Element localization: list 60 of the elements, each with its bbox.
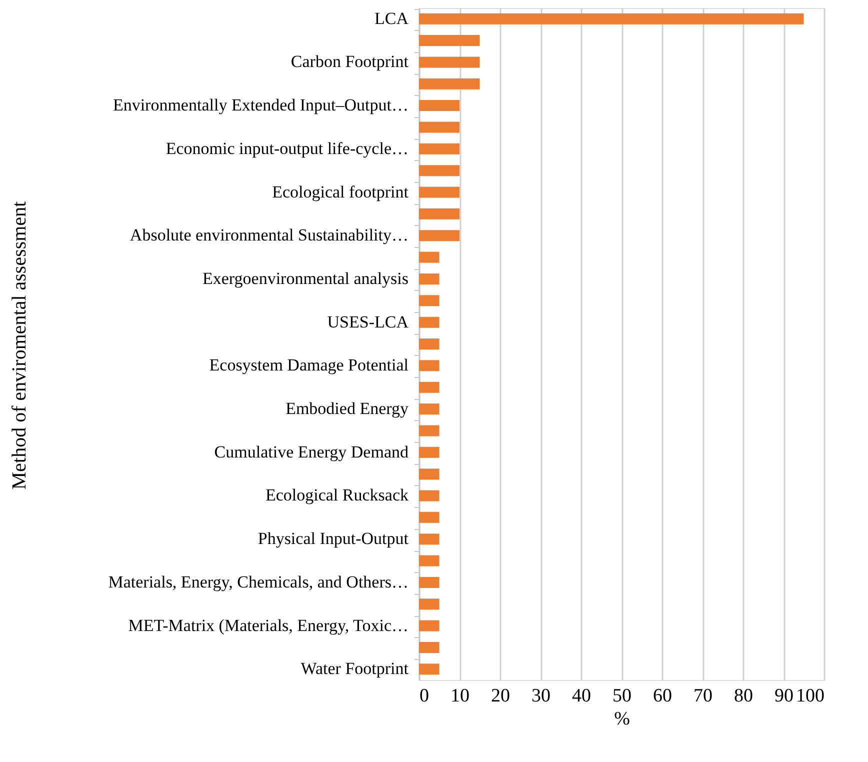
bar — [419, 230, 460, 242]
x-tick-label: 0 — [420, 686, 429, 706]
y-tick-label: Ecological Rucksack — [265, 486, 409, 505]
x-tick-label: 10 — [450, 686, 470, 706]
bar — [419, 208, 460, 220]
y-tick-label: Absolute environmental Sustainability… — [130, 226, 408, 245]
y-axis-title: Method of enviromental assessment — [8, 200, 30, 490]
bar — [419, 534, 440, 545]
x-tick-label: 70 — [694, 686, 712, 706]
bar — [419, 512, 440, 523]
bar — [419, 252, 440, 263]
x-tick-label: 30 — [532, 686, 550, 706]
bar — [419, 620, 440, 632]
bar — [419, 664, 440, 675]
bar — [419, 122, 460, 133]
bar — [419, 186, 460, 198]
y-tick-label: Carbon Footprint — [290, 52, 409, 72]
x-tick-label: 100 — [796, 686, 824, 706]
bar — [419, 143, 460, 154]
bar — [419, 295, 440, 306]
bar — [419, 576, 440, 588]
bar — [419, 273, 440, 284]
bar — [419, 555, 440, 566]
bar — [419, 100, 460, 112]
y-tick-label: Water Footprint — [300, 659, 409, 678]
bar — [419, 404, 440, 415]
bar — [419, 13, 804, 24]
bar — [419, 425, 440, 436]
y-tick-label: Exergoenvironmental analysis — [202, 268, 408, 288]
bar — [419, 468, 440, 480]
y-tick-label: Environmentally Extended Input–Output… — [112, 96, 408, 115]
bar — [419, 338, 440, 350]
bar — [419, 598, 440, 610]
y-tick-label: USES-LCA — [327, 312, 410, 332]
bar — [419, 382, 440, 393]
x-tick-label: 60 — [653, 686, 672, 706]
y-tick-label: Cumulative Energy Demand — [214, 442, 409, 462]
x-tick-label: 90 — [774, 686, 794, 706]
x-tick-label: 40 — [572, 686, 591, 706]
y-tick-label: Physical Input-Output — [258, 529, 409, 548]
y-tick-label: MET-Matrix (Materials, Energy, Toxic… — [128, 616, 408, 635]
bar — [419, 642, 440, 653]
x-axis-title: % — [614, 708, 630, 730]
bar — [419, 35, 480, 46]
bar — [419, 78, 480, 90]
bar — [419, 446, 440, 458]
bar — [419, 165, 460, 176]
y-tick-label: Ecological footprint — [272, 182, 409, 202]
x-tick-label: 80 — [734, 686, 753, 706]
y-tick-label: Embodied Energy — [286, 399, 409, 418]
bar — [419, 360, 440, 372]
bar — [419, 316, 440, 328]
y-tick-label: LCA — [374, 8, 410, 28]
y-tick-label: Economic input-output life-cycle… — [166, 138, 408, 158]
bar — [419, 490, 440, 502]
y-tick-label: Materials, Energy, Chemicals, and Others… — [108, 572, 408, 592]
bar — [419, 56, 480, 68]
x-tick-label: 20 — [491, 686, 510, 706]
y-tick-label: Ecosystem Damage Potential — [209, 356, 409, 375]
x-tick-label: 50 — [612, 686, 632, 706]
